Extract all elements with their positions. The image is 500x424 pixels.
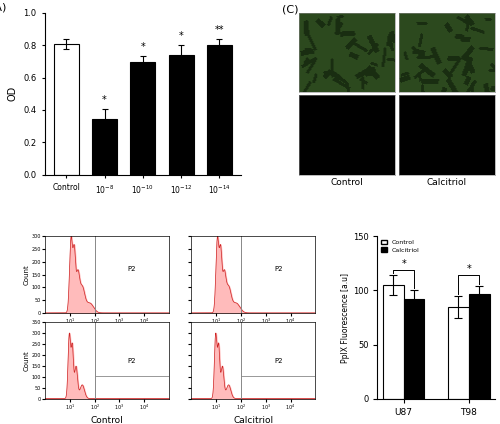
- X-axis label: Calcitriol: Calcitriol: [234, 416, 274, 424]
- X-axis label: Control: Control: [90, 416, 124, 424]
- Bar: [404, 299, 424, 399]
- Y-axis label: OD: OD: [8, 86, 18, 101]
- Bar: [54, 45, 79, 175]
- Legend: Control, Calcitriol: Control, Calcitriol: [380, 240, 420, 253]
- Text: *: *: [178, 31, 184, 41]
- Text: *: *: [140, 42, 145, 52]
- Text: P2: P2: [274, 357, 282, 363]
- X-axis label: Control: Control: [331, 178, 364, 187]
- X-axis label: Calcitriol: Calcitriol: [427, 178, 467, 187]
- Bar: [168, 55, 194, 175]
- Bar: [448, 307, 469, 399]
- Text: P2: P2: [128, 266, 136, 272]
- Text: *: *: [402, 259, 406, 269]
- Bar: [92, 119, 117, 175]
- Bar: [469, 294, 490, 399]
- Text: **: **: [214, 25, 224, 35]
- Text: P2: P2: [274, 266, 282, 272]
- Bar: [383, 285, 404, 399]
- Y-axis label: Count: Count: [24, 264, 30, 285]
- Text: *: *: [102, 95, 107, 105]
- Y-axis label: PpIX Fluorescence [a.u]: PpIX Fluorescence [a.u]: [341, 273, 350, 363]
- Text: (C): (C): [282, 5, 298, 15]
- Text: P2: P2: [128, 357, 136, 363]
- Y-axis label: Count: Count: [24, 350, 30, 371]
- Bar: [130, 62, 156, 175]
- Bar: [207, 45, 232, 175]
- Text: *: *: [466, 264, 471, 274]
- Text: (A): (A): [0, 3, 6, 13]
